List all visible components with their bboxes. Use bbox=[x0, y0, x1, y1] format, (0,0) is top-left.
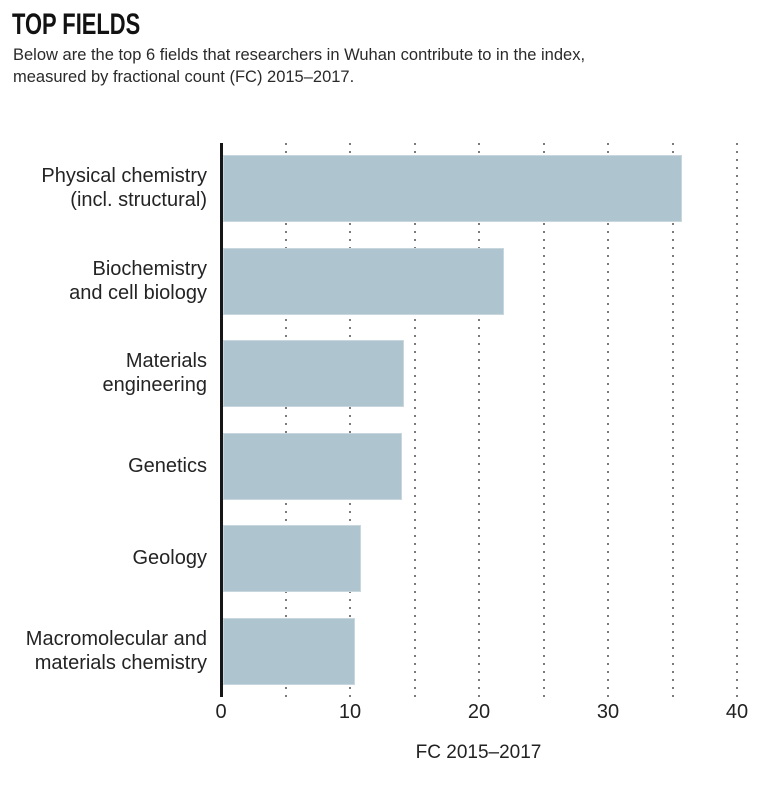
chart-title: TOP FIELDS bbox=[12, 8, 141, 41]
chart-subtitle: Below are the top 6 fields that research… bbox=[13, 44, 585, 88]
bar-0 bbox=[223, 155, 682, 222]
x-tick-label-10: 10 bbox=[338, 701, 362, 723]
bar-label-line: Genetics bbox=[128, 454, 207, 477]
bar-5 bbox=[223, 618, 355, 685]
gridline-x-30 bbox=[607, 143, 609, 697]
bar-label-line: Macromolecular and bbox=[25, 628, 207, 650]
gridline-x-10 bbox=[349, 143, 351, 697]
y-axis-line bbox=[220, 143, 223, 697]
gridline-x-25 bbox=[542, 143, 545, 697]
bar-3 bbox=[223, 433, 402, 500]
bar-4 bbox=[223, 525, 361, 592]
chart-subtitle-line-2: measured by fractional count (FC) 2015–2… bbox=[13, 68, 355, 86]
bar-label-line: materials chemistry bbox=[34, 651, 207, 674]
bar-label-1: Biochemistry and cell biology bbox=[0, 248, 207, 315]
gridline-x-5 bbox=[284, 143, 287, 697]
x-tick-label-0: 0 bbox=[215, 701, 227, 723]
bar-label-line: Physical chemistry bbox=[41, 165, 207, 187]
bar-label-line: and cell biology bbox=[69, 281, 207, 304]
bar-label-line: Geology bbox=[132, 546, 208, 569]
bar-label-line: Materials bbox=[125, 350, 207, 372]
gridline-x-35 bbox=[671, 143, 674, 697]
x-axis-title: FC 2015–2017 bbox=[415, 742, 542, 763]
chart-subtitle-line-1: Below are the top 6 fields that research… bbox=[13, 46, 586, 64]
bar-label-4: Geology bbox=[0, 525, 208, 592]
gridline-x-40 bbox=[736, 143, 738, 697]
bar-2 bbox=[223, 340, 404, 407]
x-tick-label-40: 40 bbox=[725, 701, 749, 723]
gridline-x-20 bbox=[478, 143, 480, 697]
bar-label-5: Macromolecular and materials chemistry bbox=[0, 618, 207, 685]
x-tick-label-20: 20 bbox=[467, 701, 491, 723]
bar-label-line: Biochemistry bbox=[92, 258, 207, 280]
bar-label-line: (incl. structural) bbox=[70, 188, 207, 211]
bar-label-0: Physical chemistry (incl. structural) bbox=[0, 155, 207, 222]
bar-label-3: Genetics bbox=[0, 433, 207, 500]
x-tick-label-30: 30 bbox=[596, 701, 620, 723]
bar-label-2: Materials engineering bbox=[0, 340, 207, 407]
gridline-x-15 bbox=[413, 143, 416, 697]
bar-label-line: engineering bbox=[102, 373, 207, 396]
bar-1 bbox=[223, 248, 504, 315]
